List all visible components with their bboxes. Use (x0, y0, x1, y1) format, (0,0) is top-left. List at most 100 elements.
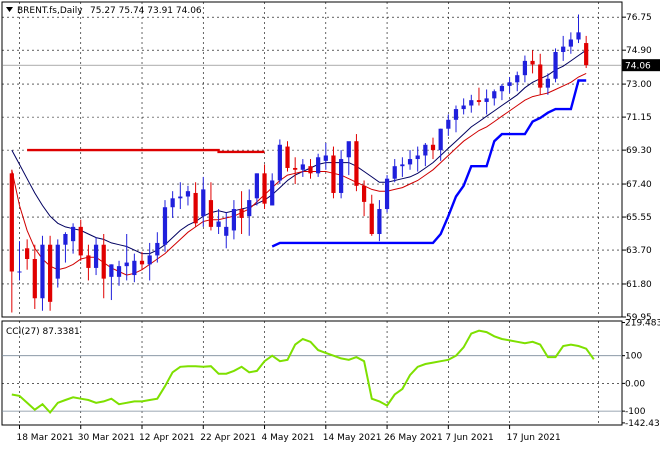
bear-candle (9, 169, 14, 313)
candles (9, 14, 589, 313)
bull-candle (93, 237, 99, 276)
candle-body (109, 264, 114, 277)
candle-body (522, 60, 528, 76)
bear-candle (208, 182, 214, 231)
price-tick-label: 61.80 (626, 280, 652, 290)
bull-candle (323, 142, 328, 170)
candle-body (476, 100, 482, 102)
bear-candle (86, 244, 91, 281)
candle-body (178, 196, 183, 199)
candle-body (293, 167, 298, 170)
candle-body (224, 226, 229, 236)
time-tick-label: 14 May 2021 (323, 433, 382, 443)
bear-candle (293, 157, 298, 185)
bull-candle (407, 150, 413, 170)
price-tick-label: 76.75 (626, 13, 652, 23)
candle-body (32, 258, 37, 299)
candle-body (55, 244, 60, 279)
bear-candle (32, 244, 37, 309)
time-tick-label: 22 Apr 2021 (200, 433, 256, 443)
candle-body (262, 173, 267, 204)
candle-body (101, 244, 106, 279)
candle-body (515, 75, 520, 83)
candle-body (185, 191, 191, 197)
candle-body (484, 98, 489, 102)
symbol-label: BRENT.fs,Daily (17, 6, 83, 16)
bull-candle (316, 153, 321, 177)
bull-candle (484, 89, 489, 115)
candle-body (331, 155, 336, 193)
candle-body (584, 43, 589, 66)
bull-candle (346, 141, 351, 176)
bear-candle (361, 180, 367, 217)
candle-body (499, 85, 505, 92)
candle-body (561, 46, 566, 52)
bear-candle (538, 53, 543, 95)
cci-panel[interactable] (1, 320, 623, 426)
bear-candle (101, 234, 106, 299)
bull-candle (507, 76, 512, 94)
cci-line (11, 329, 595, 415)
bull-candle (70, 223, 76, 254)
bull-candle (270, 173, 275, 206)
bull-candle (384, 175, 390, 213)
candle-body (538, 64, 543, 88)
candle-body (446, 119, 451, 129)
candle-body (300, 164, 305, 170)
price-tick-label: 67.40 (626, 180, 652, 190)
candle-body (139, 260, 145, 265)
bull-candle (400, 157, 405, 177)
bull-candle (254, 173, 259, 206)
bull-candle (109, 264, 114, 301)
candle-body (392, 166, 397, 179)
price-panel[interactable] (1, 1, 623, 318)
candle-body (507, 82, 512, 86)
candle-body (155, 242, 160, 256)
time-axis[interactable]: 18 Mar 2021 30 Mar 2021 12 Apr 2021 22 Apr … (16, 425, 561, 443)
bull-candle (392, 159, 397, 183)
candle-body (354, 141, 359, 186)
candle-body (162, 207, 168, 245)
bull-candle (453, 105, 459, 133)
candle-body (17, 271, 22, 273)
candle-body (216, 221, 221, 227)
price-tick-label: 73.00 (626, 80, 652, 90)
cci-tick-label: 100 (625, 352, 642, 362)
candle-body (407, 159, 413, 165)
bull-candle (423, 142, 428, 167)
candle-body (231, 209, 237, 231)
bull-candle (40, 235, 45, 311)
cci-tick-label: 219.4838 (625, 319, 660, 329)
bear-candle (262, 164, 267, 210)
cci-tick-label: -142.432 (625, 419, 660, 429)
bull-candle (224, 212, 229, 249)
bull-candle (147, 242, 152, 281)
bull-candle (499, 84, 505, 101)
candle-body (492, 91, 497, 99)
candle-body (530, 60, 535, 65)
last-price-marker (622, 59, 660, 72)
candle-body (193, 192, 198, 224)
cci-tick-label: 0.00 (625, 379, 645, 389)
time-tick-label: 18 Mar 2021 (16, 433, 73, 443)
candle-body (70, 226, 76, 242)
bull-candle (300, 159, 305, 177)
bull-candle (132, 253, 137, 283)
candle-body (453, 109, 459, 120)
candle-body (78, 226, 83, 256)
candle-body (568, 39, 573, 47)
bear-candle (193, 182, 198, 227)
triangle-down-icon[interactable] (6, 7, 13, 12)
bear-candle (430, 137, 436, 160)
support-line (271, 79, 587, 248)
bull-candle (461, 98, 466, 115)
bear-candle (476, 87, 482, 106)
ohlc-values: 75.27 75.74 73.91 74.06 (90, 6, 202, 16)
candle-body (86, 255, 91, 268)
price-tick-label: 59.95 (626, 313, 652, 323)
bear-candle (331, 146, 336, 199)
price-axis[interactable]: 76.75 74.90 73.00 71.15 69.30 67.40 65.55 63.70… (622, 13, 660, 429)
grid-lines (2, 2, 622, 425)
bull-candle (201, 176, 206, 227)
